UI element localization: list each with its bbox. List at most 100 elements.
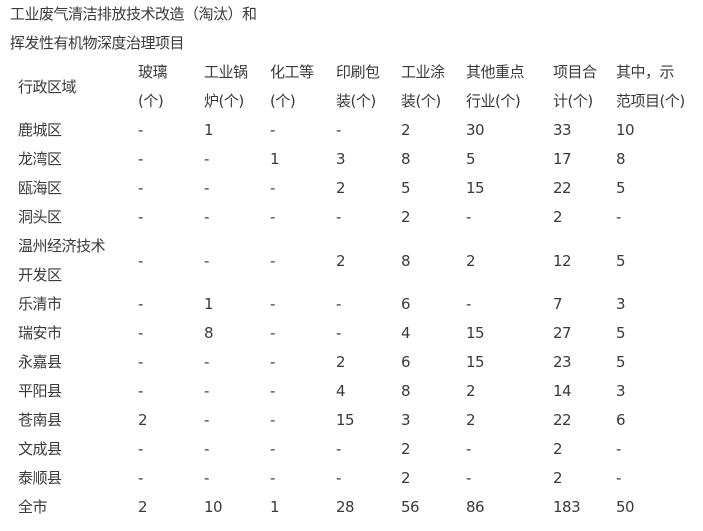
value-cell: -	[466, 208, 471, 226]
value-cell: -	[270, 440, 275, 458]
value-cell: 8	[204, 324, 214, 342]
value-cell: -	[466, 440, 471, 458]
column-header: 工业锅炉(个)	[198, 58, 264, 116]
value-cell: -	[336, 208, 341, 226]
value-cell: -	[336, 440, 341, 458]
value-cell: 28	[336, 498, 355, 516]
region-cell: 泰顺县	[12, 464, 132, 493]
column-header-text: 工业锅	[204, 63, 248, 81]
column-header-text: 装(个)	[336, 92, 376, 110]
value-cell: 8	[616, 150, 626, 168]
value-cell: -	[336, 469, 341, 487]
value-cell: -	[270, 179, 275, 197]
value-cell: -	[270, 353, 275, 371]
region-cell: 永嘉县	[12, 348, 132, 377]
column-header: 印刷包 装(个)	[330, 58, 395, 116]
table-row: 文成县 - - - - 2 - 2 -	[12, 435, 696, 464]
value-cell: 8	[401, 150, 411, 168]
value-cell: -	[270, 324, 275, 342]
column-header-text: 行政区域	[18, 77, 77, 96]
table-row: 瑞安市 - 8 - - 4 15 27 5	[12, 319, 696, 348]
column-header-text: 其中，示	[616, 63, 675, 81]
value-cell: 2	[336, 251, 346, 270]
value-cell: 2	[401, 440, 411, 458]
value-cell: 22	[553, 411, 572, 429]
column-header-text: 范项目(个)	[616, 92, 685, 110]
value-cell: -	[336, 121, 341, 139]
value-cell: 2	[466, 382, 476, 400]
region-cell: 全市	[12, 493, 132, 522]
table-header-row: 行政区域 玻璃 (个) 工业锅 炉(个) 化工等 (个) 印刷包 装(个) 工业涂 装(个) 其他重点…	[12, 58, 696, 116]
region-name: 苍南县	[18, 411, 62, 429]
column-header-text: (个)	[270, 92, 296, 110]
region-name: 平阳县	[18, 382, 62, 400]
value-cell: 5	[466, 150, 476, 168]
column-header: 其中，示范项目(个)	[610, 58, 696, 116]
region-name: 泰顺县	[18, 469, 62, 487]
value-cell: 2	[401, 121, 411, 139]
value-cell: -	[138, 208, 143, 226]
value-cell: -	[204, 150, 209, 168]
value-cell: 22	[553, 179, 572, 197]
value-cell: 3	[616, 295, 626, 313]
value-cell: -	[204, 440, 209, 458]
value-cell: -	[616, 440, 621, 458]
value-cell: 2	[466, 251, 476, 270]
value-cell: -	[138, 469, 143, 487]
value-cell: -	[270, 251, 275, 270]
value-cell: -	[204, 411, 209, 429]
value-cell: 8	[401, 251, 411, 270]
value-cell: 15	[466, 179, 485, 197]
value-cell: -	[466, 469, 471, 487]
value-cell: 2	[138, 498, 148, 516]
value-cell: 5	[616, 251, 626, 270]
region-name: 开发区	[18, 266, 62, 284]
value-cell: 3	[616, 382, 626, 400]
value-cell: 2	[553, 469, 563, 487]
value-cell: -	[138, 150, 143, 168]
column-header: 项目合 计(个)	[547, 58, 610, 116]
column-header-text: (个)	[138, 92, 164, 110]
value-cell: 10	[616, 121, 635, 139]
column-header: 工业涂 装(个)	[395, 58, 460, 116]
document-title-line-2: 挥发性有机物深度治理项目	[10, 34, 185, 52]
value-cell: 14	[553, 382, 572, 400]
table-row: 泰顺县 - - - - 2 - 2 -	[12, 464, 696, 493]
value-cell: 5	[401, 179, 411, 197]
value-cell: 8	[401, 382, 411, 400]
value-cell: 27	[553, 324, 572, 342]
column-header: 其他重点 行业(个)	[460, 58, 547, 116]
value-cell: 86	[466, 498, 485, 516]
table-row: 全市 2 10 1 28 56 86 183 50	[12, 493, 696, 522]
value-cell: -	[270, 208, 275, 226]
region-name: 瑞安市	[18, 324, 62, 342]
region-name: 温州经济技术	[18, 237, 106, 255]
table-row: 乐清市 - 1 - - 6 - 7 3	[12, 290, 696, 319]
table-row: 苍南县 2- -15 3 2 22 6	[12, 406, 696, 435]
value-cell: -	[270, 382, 275, 400]
value-cell: -	[204, 353, 209, 371]
value-cell: -	[336, 324, 341, 342]
column-header: 行政区域	[12, 58, 132, 116]
value-cell: 2	[401, 469, 411, 487]
table-row: 瓯海区 - - - 2 5 15 22 5	[12, 174, 696, 203]
project-statistics-table: 行政区域 玻璃 (个) 工业锅 炉(个) 化工等 (个) 印刷包 装(个) 工业涂 装(个) 其他重点…	[12, 58, 696, 522]
value-cell: 2	[401, 208, 411, 226]
value-cell: 5	[616, 324, 626, 342]
region-cell: 洞头区	[12, 203, 132, 232]
value-cell: 7	[553, 295, 563, 313]
region-name: 永嘉县	[18, 353, 62, 371]
column-header-text: 炉(个)	[204, 92, 244, 110]
value-cell: -	[270, 469, 275, 487]
value-cell: 1	[204, 295, 214, 313]
value-cell: -	[616, 208, 621, 226]
value-cell: -	[270, 411, 275, 429]
column-header-text: 工业涂	[401, 63, 445, 81]
table-row: 洞头区 - - - - 2 - 2 -	[12, 203, 696, 232]
region-name: 瓯海区	[18, 179, 62, 197]
region-name: 乐清市	[18, 295, 62, 313]
value-cell: 50	[616, 498, 635, 516]
value-cell: -	[138, 121, 143, 139]
region-cell: 龙湾区	[12, 145, 132, 174]
region-name: 全市	[18, 498, 48, 516]
